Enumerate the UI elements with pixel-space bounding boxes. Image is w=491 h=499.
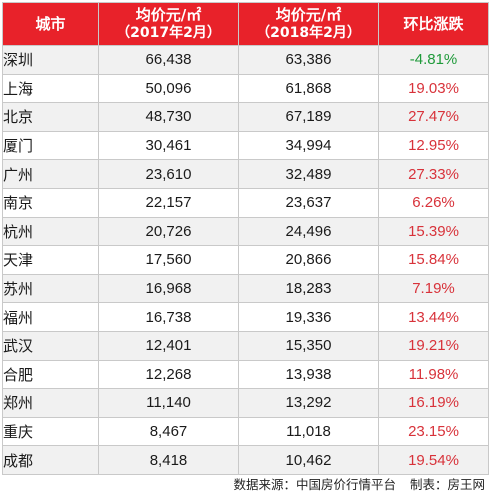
table-row: 杭州 20,726 24,496 15.39%	[2, 216, 489, 247]
table-row: 重庆 8,467 11,018 23.15%	[2, 416, 489, 447]
city-cell: 苏州	[2, 273, 99, 304]
price-2017-cell: 30,461	[98, 130, 239, 161]
source-text: 数据来源：中国房价行情平台	[233, 477, 396, 492]
price-2018-cell: 13,292	[238, 388, 379, 418]
price-2018-cell: 23,637	[238, 187, 379, 218]
price-2017-cell: 8,467	[98, 416, 239, 447]
header-price-2017: 均价元/㎡ （2017年2月）	[98, 2, 239, 46]
price-2018-cell: 63,386	[238, 45, 379, 75]
table-row: 南京 22,157 23,637 6.26%	[2, 187, 489, 218]
change-cell: 11.98%	[378, 359, 489, 390]
price-2018-cell: 19,336	[238, 302, 379, 332]
table-row: 天津 17,560 20,866 15.84%	[2, 245, 489, 275]
change-cell: 23.15%	[378, 416, 489, 447]
change-cell: 15.39%	[378, 216, 489, 247]
price-2018-cell: 61,868	[238, 73, 379, 104]
price-2018-cell: 11,018	[238, 416, 379, 447]
price-2017-cell: 22,157	[98, 187, 239, 218]
price-2018-cell: 15,350	[238, 330, 379, 361]
table-row: 福州 16,738 19,336 13.44%	[2, 302, 489, 332]
header-price-2018-period: （2018年2月）	[256, 25, 361, 41]
price-2017-cell: 48,730	[98, 102, 239, 132]
table-row: 北京 48,730 67,189 27.47%	[2, 102, 489, 132]
price-2017-cell: 66,438	[98, 45, 239, 75]
table-row: 广州 23,610 32,489 27.33%	[2, 159, 489, 189]
city-cell: 上海	[2, 73, 99, 104]
change-cell: 19.03%	[378, 73, 489, 104]
city-cell: 福州	[2, 302, 99, 332]
header-price-2017-label: 均价元/㎡	[135, 6, 202, 24]
city-cell: 广州	[2, 159, 99, 189]
price-2017-cell: 23,610	[98, 159, 239, 189]
price-2017-cell: 8,418	[98, 445, 239, 475]
header-city-label: 城市	[35, 15, 66, 33]
city-cell: 重庆	[2, 416, 99, 447]
table-row: 成都 8,418 10,462 19.54%	[2, 445, 489, 475]
change-cell: 27.47%	[378, 102, 489, 132]
header-price-2018-label: 均价元/㎡	[275, 6, 342, 24]
city-cell: 杭州	[2, 216, 99, 247]
header-row: 城市 均价元/㎡ （2017年2月） 均价元/㎡ （2018年2月） 环比涨跌	[2, 2, 489, 46]
table-row: 郑州 11,140 13,292 16.19%	[2, 388, 489, 418]
city-cell: 天津	[2, 245, 99, 275]
city-cell: 深圳	[2, 45, 99, 75]
change-cell: 7.19%	[378, 273, 489, 304]
data-source-note: 数据来源：中国房价行情平台 制表：房王网	[233, 474, 485, 493]
city-cell: 合肥	[2, 359, 99, 390]
price-2018-cell: 67,189	[238, 102, 379, 132]
price-2017-cell: 12,401	[98, 330, 239, 361]
price-2018-cell: 20,866	[238, 245, 379, 275]
table-body: 深圳 66,438 63,386 -4.81% 上海 50,096 61,868 19.03%…	[2, 45, 489, 475]
change-cell: 19.54%	[378, 445, 489, 475]
header-change-label: 环比涨跌	[403, 15, 464, 33]
city-cell: 成都	[2, 445, 99, 475]
change-cell: 19.21%	[378, 330, 489, 361]
change-cell: 12.95%	[378, 130, 489, 161]
price-2017-cell: 50,096	[98, 73, 239, 104]
city-cell: 南京	[2, 187, 99, 218]
header-city: 城市	[2, 2, 99, 46]
housing-price-table: 城市 均价元/㎡ （2017年2月） 均价元/㎡ （2018年2月） 环比涨跌 …	[2, 2, 489, 475]
price-2017-cell: 16,738	[98, 302, 239, 332]
header-change: 环比涨跌	[378, 2, 489, 46]
price-2017-cell: 12,268	[98, 359, 239, 390]
price-2018-cell: 34,994	[238, 130, 379, 161]
city-cell: 武汉	[2, 330, 99, 361]
price-2018-cell: 24,496	[238, 216, 379, 247]
change-cell: 16.19%	[378, 388, 489, 418]
header-price-2017-period: （2017年2月）	[116, 25, 221, 41]
price-2018-cell: 13,938	[238, 359, 379, 390]
city-cell: 郑州	[2, 388, 99, 418]
change-cell: -4.81%	[378, 45, 489, 75]
table-header: 城市 均价元/㎡ （2017年2月） 均价元/㎡ （2018年2月） 环比涨跌	[2, 2, 489, 46]
change-cell: 15.84%	[378, 245, 489, 275]
price-2018-cell: 18,283	[238, 273, 379, 304]
price-2017-cell: 17,560	[98, 245, 239, 275]
table-row: 武汉 12,401 15,350 19.21%	[2, 330, 489, 361]
city-cell: 北京	[2, 102, 99, 132]
header-price-2018: 均价元/㎡ （2018年2月）	[238, 2, 379, 46]
change-cell: 27.33%	[378, 159, 489, 189]
price-2017-cell: 20,726	[98, 216, 239, 247]
price-2018-cell: 32,489	[238, 159, 379, 189]
price-2018-cell: 10,462	[238, 445, 379, 475]
price-2017-cell: 16,968	[98, 273, 239, 304]
table-row: 合肥 12,268 13,938 11.98%	[2, 359, 489, 390]
table-row: 苏州 16,968 18,283 7.19%	[2, 273, 489, 304]
table-row: 深圳 66,438 63,386 -4.81%	[2, 45, 489, 75]
city-cell: 厦门	[2, 130, 99, 161]
table-row: 厦门 30,461 34,994 12.95%	[2, 130, 489, 161]
table-row: 上海 50,096 61,868 19.03%	[2, 73, 489, 104]
change-cell: 6.26%	[378, 187, 489, 218]
producer-text: 制表：房王网	[409, 477, 485, 492]
change-cell: 13.44%	[378, 302, 489, 332]
price-2017-cell: 11,140	[98, 388, 239, 418]
